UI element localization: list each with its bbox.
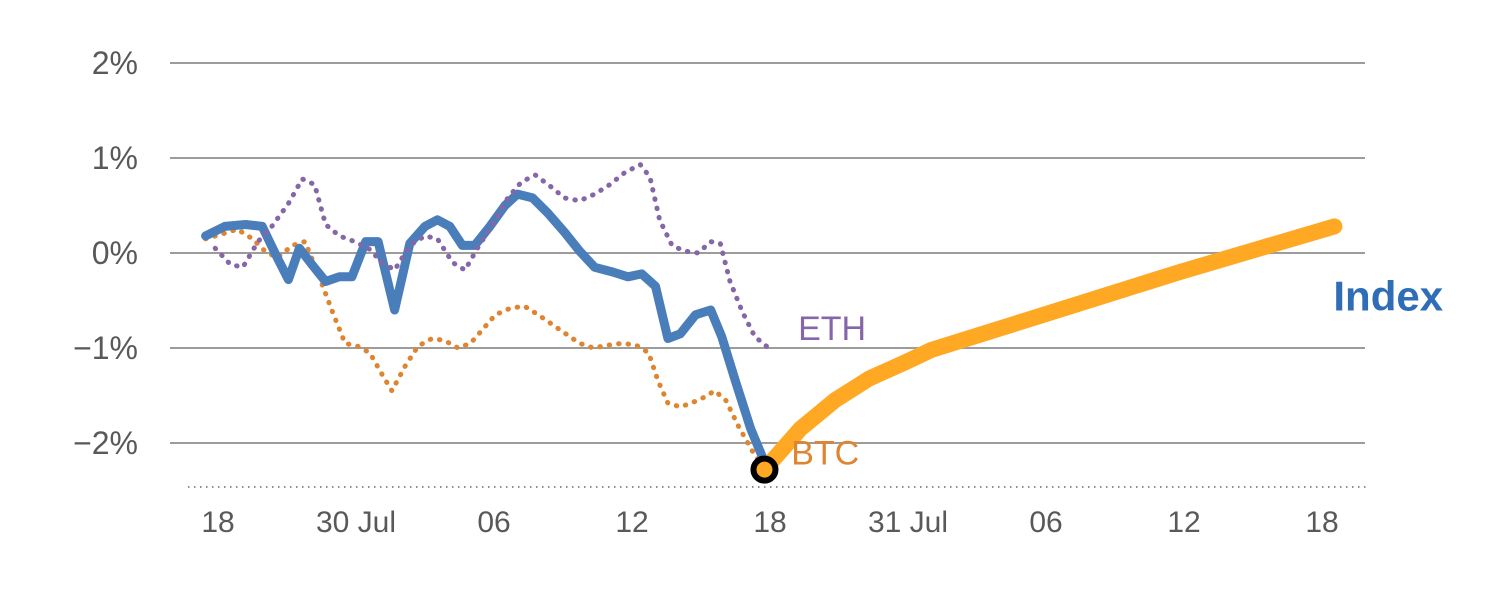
btc-line (203, 226, 769, 474)
x-tick-label: 12 (1167, 506, 1200, 539)
grid-layer: 2% 1% 0% −1% −2% 18 30 Jul 06 12 18 31 Jul 06 12 18 (73, 45, 1370, 539)
index-projection-line (756, 218, 1343, 478)
x-tick-label: 30 Jul (316, 506, 396, 539)
y-tick-label: 2% (92, 45, 138, 81)
endpoint-marker (750, 455, 779, 484)
eth-line (212, 162, 772, 351)
index-series-label: Index (1333, 272, 1443, 319)
x-tick-label: 18 (753, 506, 786, 539)
btc-series-label: BTC (791, 434, 859, 472)
y-tick-label: 0% (92, 235, 138, 271)
x-tick-label: 06 (477, 506, 510, 539)
x-tick-label: 31 Jul (868, 506, 948, 539)
y-tick-label: −2% (73, 425, 138, 461)
index-line (201, 189, 769, 467)
y-tick-label: 1% (92, 140, 138, 176)
x-tick-label: 18 (201, 506, 234, 539)
series-layer (201, 162, 1343, 478)
x-tick-label: 18 (1305, 506, 1338, 539)
x-tick-label: 12 (615, 506, 648, 539)
marker-layer (750, 455, 779, 484)
annotation-layer: ETH BTC Index (791, 272, 1444, 472)
eth-series-label: ETH (798, 310, 866, 348)
y-tick-label: −1% (73, 330, 138, 366)
x-tick-label: 06 (1029, 506, 1062, 539)
